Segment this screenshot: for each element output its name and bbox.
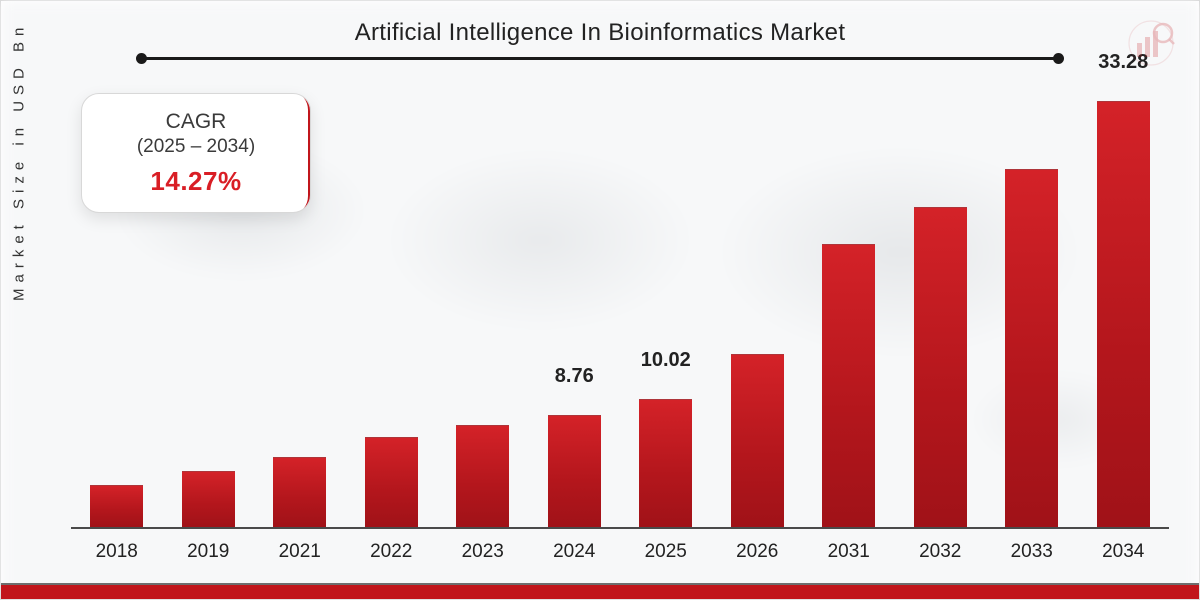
bar — [365, 437, 418, 527]
x-category-label: 2021 — [279, 541, 321, 563]
x-category-label: 2022 — [370, 541, 412, 563]
chart-title-wrap: Artificial Intelligence In Bioinformatic… — [1, 19, 1199, 47]
chart-title: Artificial Intelligence In Bioinformatic… — [1, 19, 1199, 47]
x-axis-line — [71, 527, 1169, 529]
bar — [90, 485, 143, 527]
bar — [1005, 169, 1058, 527]
x-category-label: 2032 — [919, 541, 961, 563]
y-axis-label: Market Size in USD Bn — [11, 22, 28, 301]
bar — [822, 244, 875, 527]
x-category-label: 2026 — [736, 541, 778, 563]
cagr-label: CAGR — [166, 110, 227, 134]
bar-value-label: 10.02 — [641, 349, 691, 372]
x-category-label: 2031 — [828, 541, 870, 563]
watermark-logo-icon — [1127, 19, 1175, 67]
x-category-label: 2024 — [553, 541, 595, 563]
bar — [456, 425, 509, 527]
bar — [914, 207, 967, 527]
cagr-period: (2025 – 2034) — [137, 136, 255, 158]
x-category-label: 2019 — [187, 541, 229, 563]
x-category-label: 2023 — [462, 541, 504, 563]
bar-value-label: 8.76 — [555, 365, 594, 388]
x-category-label: 2033 — [1011, 541, 1053, 563]
title-underline — [141, 57, 1059, 60]
cagr-callout: CAGR (2025 – 2034) 14.27% — [81, 93, 311, 213]
bar — [548, 415, 601, 527]
bar — [1097, 101, 1150, 527]
bar — [182, 471, 235, 527]
bar — [639, 399, 692, 527]
x-category-label: 2025 — [645, 541, 687, 563]
cagr-value: 14.27% — [150, 166, 241, 197]
footer-bar — [1, 585, 1199, 599]
bar — [731, 354, 784, 527]
x-category-label: 2034 — [1102, 541, 1144, 563]
bar — [273, 457, 326, 527]
x-category-label: 2018 — [96, 541, 138, 563]
